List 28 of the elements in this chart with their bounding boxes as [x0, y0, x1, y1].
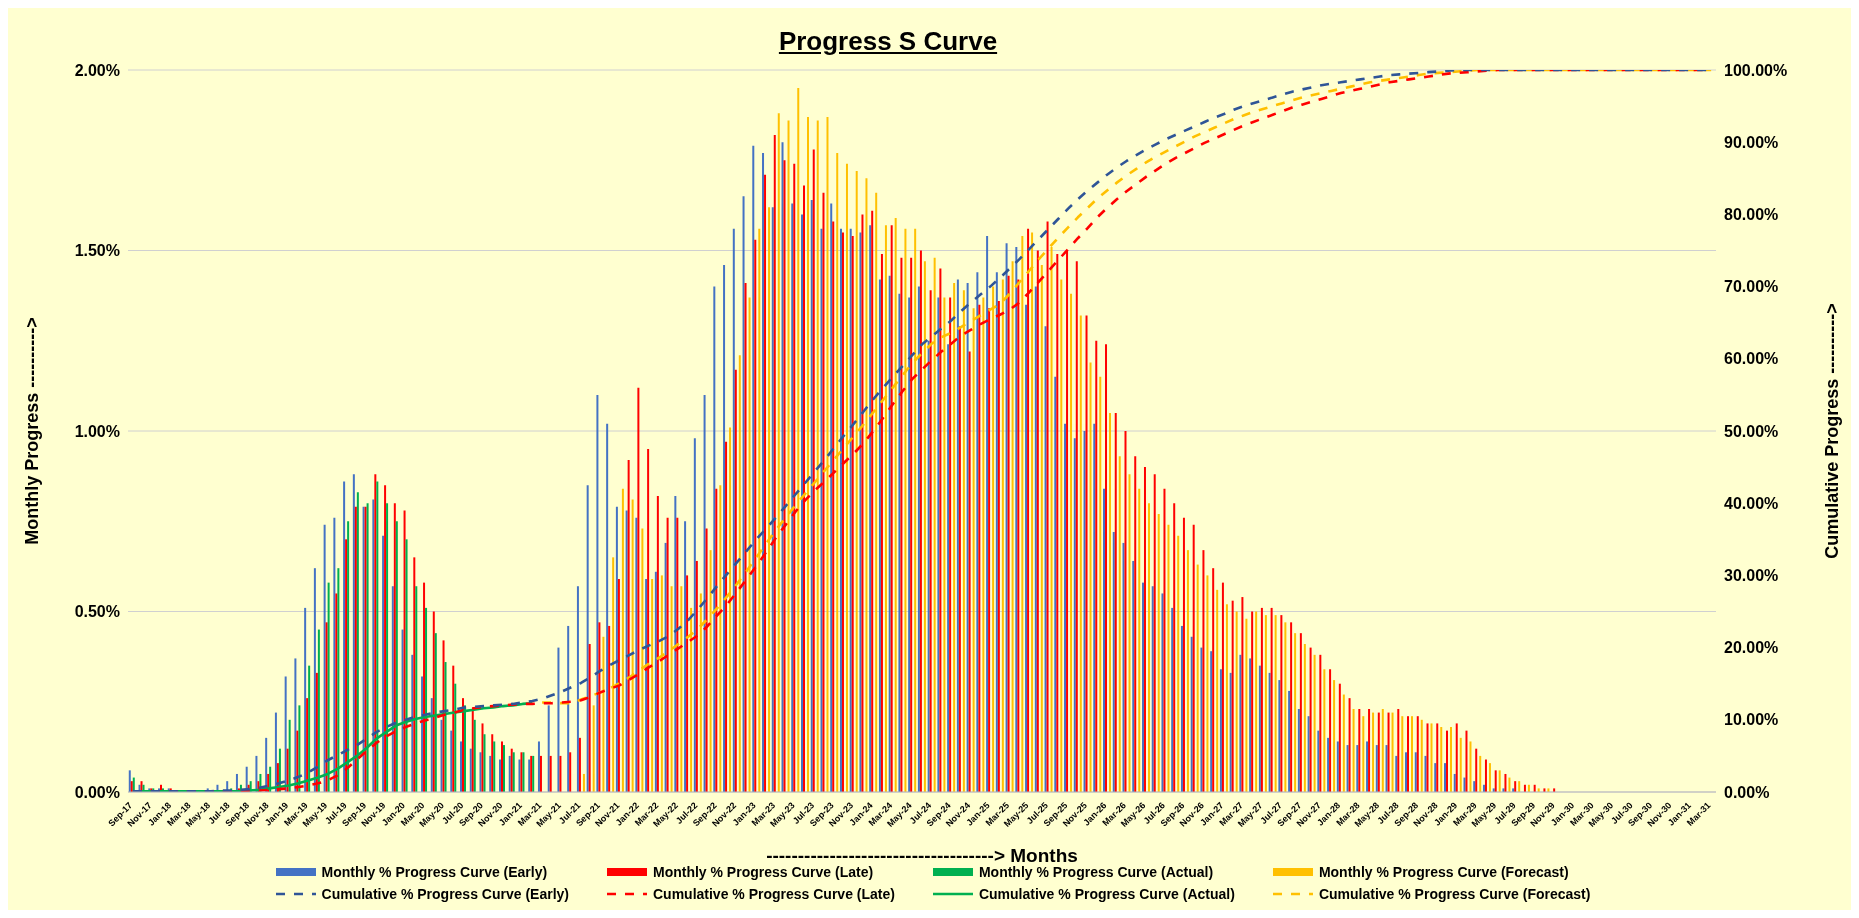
legend-label: Monthly % Progress Curve (Forecast) — [1318, 864, 1569, 880]
y-tick-label: 0.00% — [74, 783, 120, 801]
y-axis-title: Monthly Progress ----------> — [22, 317, 43, 545]
x-axis-title: ------------------------------------> Months — [766, 845, 1078, 866]
legend-label: Cumulative % Progress Curve (Early) — [321, 886, 569, 902]
legend-label: Cumulative % Progress Curve (Forecast) — [1318, 886, 1591, 902]
y2-tick-label: 30.00% — [1724, 567, 1779, 585]
legend-label: Monthly % Progress Curve (Actual) — [978, 864, 1214, 880]
y2-tick-label: 100.00% — [1724, 61, 1788, 79]
y2-axis-title: Cumulative Progress ----------> — [1822, 303, 1843, 559]
y2-tick-label: 10.00% — [1724, 711, 1779, 729]
legend-label: Monthly % Progress Curve (Early) — [321, 864, 548, 880]
legend-label: Cumulative % Progress Curve (Late) — [652, 886, 895, 902]
y2-tick-label: 20.00% — [1724, 639, 1779, 657]
y2-tick-label: 50.00% — [1724, 422, 1779, 440]
y-tick-label: 1.50% — [74, 242, 120, 260]
y2-tick-label: 80.00% — [1724, 206, 1779, 224]
y-tick-label: 0.50% — [74, 603, 120, 621]
y-tick-label: 1.00% — [74, 422, 120, 440]
y2-tick-label: 40.00% — [1724, 494, 1779, 512]
legend-label: Cumulative % Progress Curve (Actual) — [978, 886, 1235, 902]
y2-tick-label: 0.00% — [1724, 783, 1770, 801]
y-tick-label: 2.00% — [74, 61, 120, 79]
chart-title: Progress S Curve — [777, 26, 999, 57]
y2-tick-label: 90.00% — [1724, 133, 1779, 151]
y2-tick-label: 70.00% — [1724, 278, 1779, 296]
y2-tick-label: 60.00% — [1724, 350, 1779, 368]
legend-label: Monthly % Progress Curve (Late) — [652, 864, 874, 880]
